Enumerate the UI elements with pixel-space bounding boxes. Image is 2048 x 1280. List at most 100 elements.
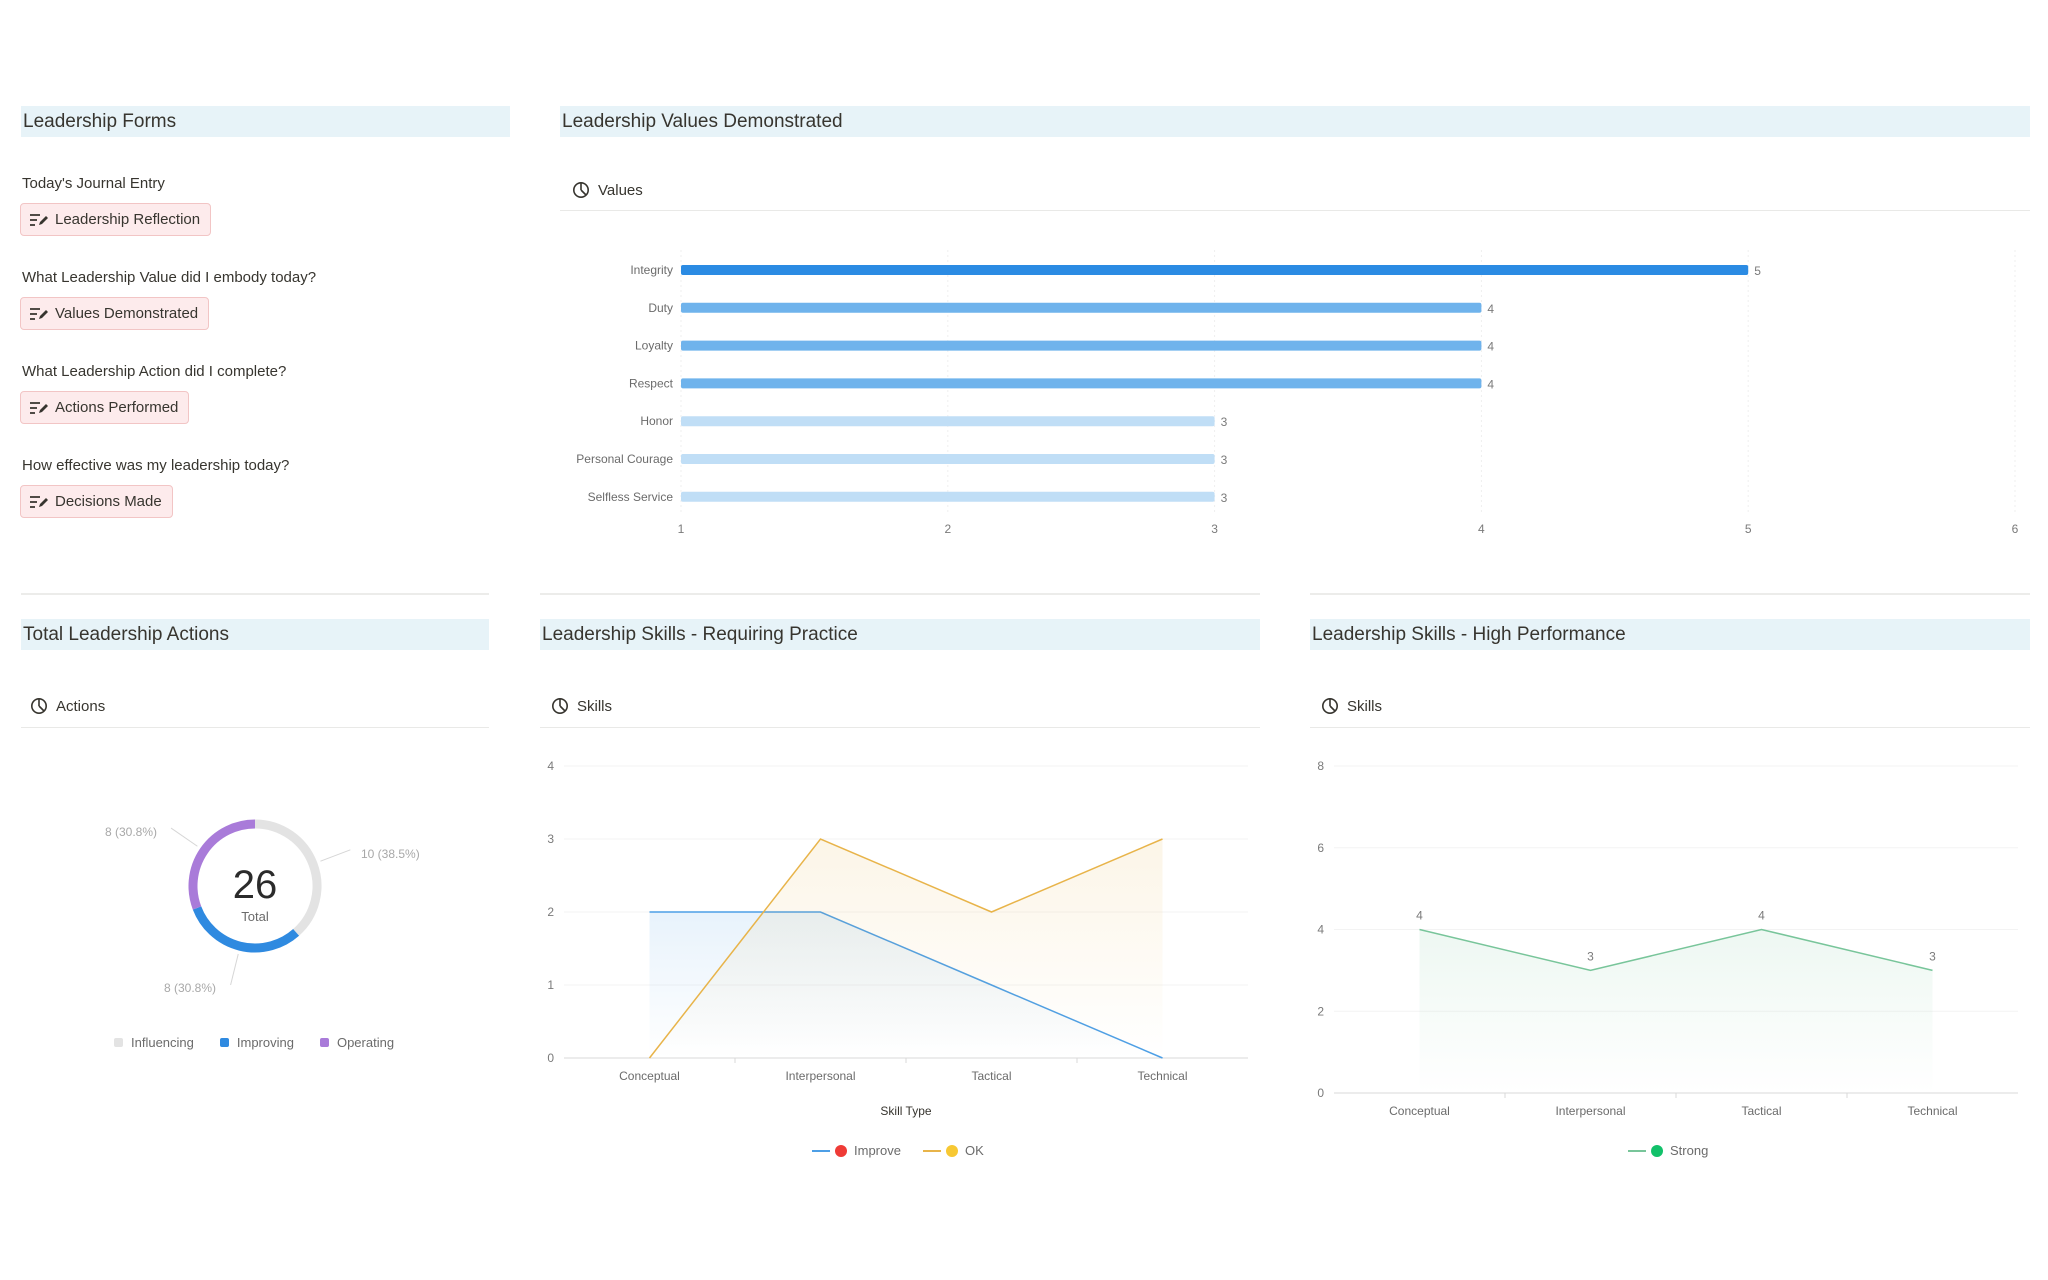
- bar-value-selfless-service: 3: [1221, 491, 1228, 505]
- values-bar-chart: 1 2 3 4 5 6 Integrity 5 Duty 4 Loyalty 4 Respect 4 Hon…: [576, 250, 2019, 536]
- bar-label-personal-courage: Personal Courage: [576, 452, 673, 466]
- y-tick-label: 2: [547, 905, 554, 919]
- form-edit-icon: [30, 495, 48, 508]
- slice-leader-line: [320, 849, 351, 862]
- action-completed-question: What Leadership Action did I complete?: [22, 363, 287, 380]
- actions-performed-button[interactable]: Actions Performed: [20, 391, 190, 424]
- legend-label: Influencing: [131, 1035, 194, 1050]
- legend-item-operating[interactable]: Operating: [319, 1035, 395, 1050]
- area-fill-strong: [1419, 929, 1933, 1093]
- values-section-title: Leadership Values Demonstrated: [560, 106, 2030, 137]
- performance-area-chart: 0 2 4 6 8 Conceptual Interpersonal Tactical Tech…: [1317, 759, 2018, 1118]
- x-tick-label: 6: [2012, 522, 2019, 536]
- x-tick-label-interpersonal: Interpersonal: [785, 1069, 855, 1083]
- x-tick-label: 1: [678, 522, 685, 536]
- actions-view-label: Actions: [56, 697, 106, 715]
- row-divider-right: [1310, 593, 2030, 595]
- bar-integrity: [681, 265, 1749, 275]
- bar-personal-courage: [681, 454, 1215, 464]
- donut-slice-influencing: [254, 819, 322, 936]
- y-tick-label: 1: [547, 978, 554, 992]
- practice-section-title: Leadership Skills - Requiring Practice: [540, 619, 1260, 650]
- legend-item-influencing[interactable]: Influencing: [114, 1035, 194, 1050]
- legend-label: Operating: [336, 1035, 395, 1050]
- chart-view-icon: [573, 182, 589, 198]
- donut-total-label: Total: [241, 909, 269, 924]
- data-label: 4: [1416, 909, 1423, 923]
- y-tick-label: 6: [1317, 841, 1324, 855]
- y-tick-label: 8: [1317, 759, 1324, 773]
- forms-section-title: Leadership Forms: [21, 106, 510, 137]
- practice-area-chart: 0 1 2 3 4 Conceptual Interpersonal Tactical Tech…: [547, 759, 1248, 1118]
- data-label: 3: [1587, 949, 1594, 963]
- legend-dot: [945, 1144, 958, 1157]
- journal-entry-question: Today's Journal Entry: [22, 175, 165, 192]
- bar-selfless-service: [681, 491, 1215, 502]
- x-tick-label-tactical: Tactical: [971, 1069, 1011, 1083]
- legend-label: Improve: [854, 1143, 901, 1158]
- slice-leader-line: [230, 953, 239, 986]
- legend-swatch: [114, 1038, 123, 1047]
- performance-view-tab[interactable]: Skills: [1321, 697, 1382, 715]
- leadership-reflection-label: Leadership Reflection: [55, 211, 201, 228]
- legend-dot: [1651, 1144, 1663, 1157]
- decisions-made-button[interactable]: Decisions Made: [20, 485, 173, 518]
- performance-legend: Strong: [1628, 1143, 1730, 1158]
- legend-item-improving[interactable]: Improving: [219, 1035, 294, 1050]
- x-tick-label: 4: [1478, 522, 1485, 536]
- practice-view-divider: [540, 727, 1260, 728]
- row-divider-left: [21, 593, 489, 595]
- y-tick-label: 0: [1317, 1086, 1324, 1100]
- effectiveness-question: How effective was my leadership today?: [22, 457, 290, 474]
- legend-swatch: [319, 1038, 329, 1047]
- donut-slice-operating: [188, 819, 256, 910]
- y-tick-label: 4: [547, 759, 554, 773]
- legend-dot: [835, 1144, 847, 1157]
- legend-label: OK: [964, 1143, 984, 1158]
- series-line-strong: [1419, 928, 1933, 972]
- practice-view-tab[interactable]: Skills: [551, 697, 612, 715]
- legend-item-strong[interactable]: Strong: [1628, 1143, 1708, 1158]
- legend-swatch: [219, 1038, 229, 1047]
- donut-slice-improving: [192, 906, 300, 953]
- donut-total-value: 26: [233, 863, 278, 907]
- legend-item-improve[interactable]: Improve: [812, 1143, 901, 1158]
- x-tick-label-technical: Technical: [1137, 1069, 1187, 1083]
- y-tick-label: 2: [1317, 1004, 1324, 1018]
- x-axis-label: Skill Type: [880, 1104, 931, 1118]
- bar-respect: [681, 378, 1482, 389]
- values-view-divider: [560, 210, 2030, 211]
- actions-view-tab[interactable]: Actions: [30, 697, 105, 715]
- practice-legend: Improve OK: [812, 1143, 1006, 1158]
- x-tick-label: 3: [1211, 522, 1218, 536]
- y-tick-label: 4: [1317, 923, 1324, 937]
- bar-label-loyalty: Loyalty: [635, 339, 673, 353]
- data-label: 3: [1929, 949, 1936, 963]
- x-tick-label-interpersonal: Interpersonal: [1555, 1104, 1625, 1118]
- chart-view-icon: [1322, 698, 1338, 714]
- x-tick-label-technical: Technical: [1907, 1104, 1957, 1118]
- performance-view-divider: [1310, 727, 2030, 728]
- bar-value-loyalty: 4: [1487, 340, 1494, 354]
- practice-view-label: Skills: [577, 697, 613, 715]
- actions-view-divider: [21, 727, 489, 728]
- performance-view-label: Skills: [1347, 697, 1383, 715]
- x-tick-label-conceptual: Conceptual: [619, 1069, 680, 1083]
- leadership-reflection-button[interactable]: Leadership Reflection: [20, 203, 212, 236]
- legend-line: [812, 1149, 830, 1152]
- chart-view-icon: [552, 698, 568, 714]
- values-demonstrated-label: Values Demonstrated: [55, 305, 199, 322]
- performance-section-title: Leadership Skills - High Performance: [1310, 619, 2030, 650]
- bar-value-honor: 3: [1221, 415, 1228, 429]
- bar-value-duty: 4: [1487, 302, 1494, 316]
- bar-duty: [681, 302, 1482, 313]
- slice-leader-line: [170, 827, 198, 847]
- data-label: 4: [1758, 909, 1765, 923]
- legend-item-ok[interactable]: OK: [922, 1143, 984, 1158]
- values-view-tab[interactable]: Values: [572, 181, 643, 199]
- actions-donut-chart: 26 Total 10 (38.5%) 8 (30.8%) 8 (30.8%): [105, 819, 420, 995]
- x-tick-label-conceptual: Conceptual: [1389, 1104, 1450, 1118]
- values-view-label: Values: [598, 181, 643, 199]
- row-divider-middle: [540, 593, 1260, 595]
- values-demonstrated-button[interactable]: Values Demonstrated: [20, 297, 210, 330]
